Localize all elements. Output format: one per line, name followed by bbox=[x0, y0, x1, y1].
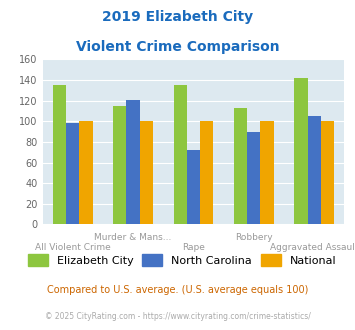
Text: All Violent Crime: All Violent Crime bbox=[35, 243, 111, 251]
Text: Violent Crime Comparison: Violent Crime Comparison bbox=[76, 40, 279, 53]
Text: © 2025 CityRating.com - https://www.cityrating.com/crime-statistics/: © 2025 CityRating.com - https://www.city… bbox=[45, 312, 310, 321]
Bar bbox=[126, 100, 140, 224]
Text: Rape: Rape bbox=[182, 243, 205, 251]
Bar bbox=[321, 121, 334, 224]
Bar bbox=[200, 121, 213, 224]
Bar bbox=[140, 121, 153, 224]
Legend: Elizabeth City, North Carolina, National: Elizabeth City, North Carolina, National bbox=[23, 250, 341, 270]
Bar bbox=[294, 78, 307, 224]
Text: 2019 Elizabeth City: 2019 Elizabeth City bbox=[102, 10, 253, 24]
Text: Compared to U.S. average. (U.S. average equals 100): Compared to U.S. average. (U.S. average … bbox=[47, 285, 308, 295]
Bar bbox=[247, 132, 261, 224]
Bar bbox=[53, 85, 66, 224]
Bar bbox=[113, 106, 126, 224]
Bar bbox=[187, 150, 200, 224]
Text: Murder & Mans...: Murder & Mans... bbox=[94, 233, 172, 242]
Bar bbox=[234, 108, 247, 224]
Bar bbox=[80, 121, 93, 224]
Bar bbox=[66, 123, 80, 224]
Bar bbox=[307, 116, 321, 224]
Text: Robbery: Robbery bbox=[235, 233, 273, 242]
Bar bbox=[174, 85, 187, 224]
Text: Aggravated Assault: Aggravated Assault bbox=[270, 243, 355, 251]
Bar bbox=[261, 121, 274, 224]
